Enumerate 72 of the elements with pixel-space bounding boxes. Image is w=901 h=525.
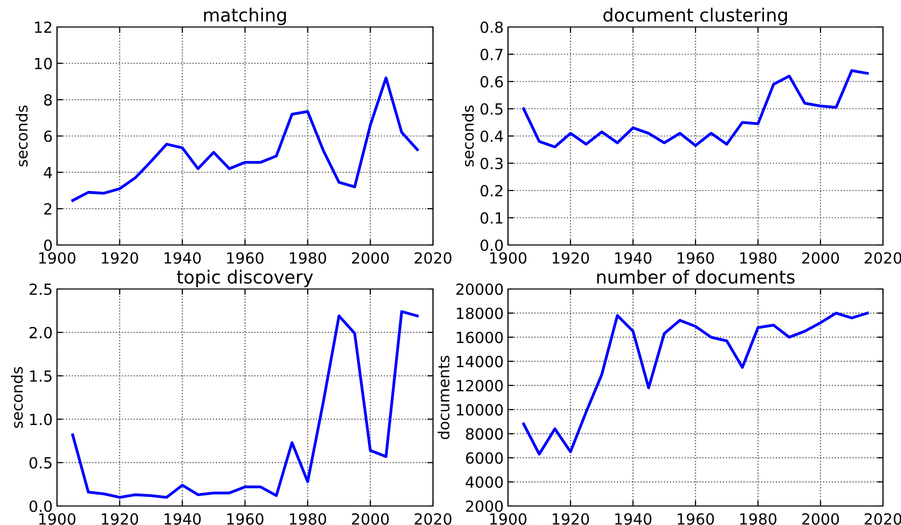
x-tick-label: 2020 [414,513,452,525]
y-tick-label: 14000 [456,356,503,368]
x-tick-label: 1960 [678,513,714,525]
y-tick-label: 8000 [466,428,503,440]
y-tick-label: 0.5 [30,457,52,469]
chart-title: number of documents [597,270,795,284]
x-tick-label: 1940 [615,513,652,525]
x-tick-label: 1960 [227,513,264,525]
line-series [71,76,419,202]
x-tick-label: 1920 [552,513,589,525]
y-tick-label: 12000 [456,380,503,392]
x-tick-label: 1980 [740,513,776,525]
y-tick-label: 0.2 [480,184,502,197]
x-tick-label: 1920 [102,513,138,525]
line-series [522,69,869,148]
x-tick-label: 2020 [864,513,901,525]
x-tick-label: 1960 [678,252,714,264]
x-tick-label: 2020 [414,252,452,264]
y-tick-label: 2000 [466,500,503,512]
y-tick-label: 0.0 [480,239,503,252]
x-tick-label: 2000 [352,252,389,264]
chart-title: document clustering [603,8,787,26]
y-axis-title: seconds [16,106,28,166]
x-tick-label: 1900 [39,252,76,264]
y-tick-label: 4000 [466,476,503,488]
y-tick-label: 6 [44,130,52,142]
x-tick-label: 1980 [290,252,326,264]
y-tick-label: 1.5 [30,370,52,382]
y-tick-label: 2.5 [30,283,52,296]
line-series [522,312,869,456]
y-axis-title: documents [438,356,450,440]
x-tick-label: 2020 [864,252,901,264]
x-tick-label: 1940 [164,252,201,264]
x-tick-label: 1980 [290,513,326,525]
y-tick-label: 8 [44,94,52,106]
x-tick-label: 1960 [227,252,264,264]
x-tick-label: 1900 [490,252,526,264]
y-tick-label: 0 [44,239,52,252]
y-tick-label: 6000 [466,452,503,464]
y-tick-label: 10000 [456,404,503,416]
y-tick-label: 0.7 [480,48,503,60]
chart-title: topic discovery [176,270,313,288]
y-axis-title: seconds [10,367,23,428]
y-tick-label: 2.0 [30,326,52,338]
x-tick-label: 1920 [102,252,138,264]
x-tick-label: 1900 [39,513,76,525]
y-tick-label: 4 [44,167,52,178]
y-tick-label: 18000 [456,308,503,320]
x-tick-label: 1980 [740,252,776,264]
x-tick-label: 1920 [552,252,589,264]
x-tick-label: 2000 [352,513,389,525]
y-tick-label: 0.6 [480,76,503,88]
y-tick-label: 0.8 [480,21,503,34]
y-tick-label: 0.5 [480,103,502,115]
y-tick-label: 0.4 [480,130,503,142]
line-series [71,310,419,499]
x-tick-label: 1940 [615,252,652,264]
y-tick-label: 10 [35,58,52,70]
y-tick-label: 20000 [456,283,503,296]
y-tick-label: 12 [35,21,52,33]
y-tick-label: 16000 [456,332,503,344]
x-tick-label: 2000 [802,513,839,525]
y-tick-label: 0.0 [30,500,52,512]
x-tick-label: 1900 [490,513,526,525]
y-tick-label: 2 [44,203,52,214]
y-tick-label: 0.3 [480,158,503,170]
chart-title: matching [204,8,286,26]
y-tick-label: 0.1 [480,212,502,224]
x-tick-label: 2000 [802,252,839,264]
y-axis-title: seconds [462,106,474,166]
x-tick-label: 1940 [164,513,201,525]
y-tick-label: 1.0 [30,414,52,426]
